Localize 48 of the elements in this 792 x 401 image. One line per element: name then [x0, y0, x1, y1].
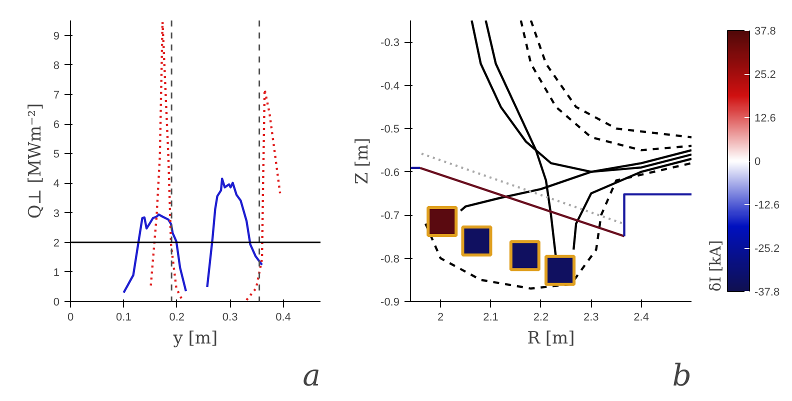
line-series: [424, 162, 692, 290]
color-bar-label: -12.6: [754, 200, 780, 212]
text: a: [302, 358, 321, 394]
x-tick-label: 2.4: [634, 312, 649, 324]
y-tick-label: -0.9: [380, 296, 400, 308]
y-tick-label: -0.4: [380, 80, 400, 92]
y-tick-label: 2: [53, 237, 60, 250]
y-tick-label: 9: [53, 30, 60, 42]
color-bar-label: -25.2: [754, 243, 780, 255]
point: [461, 225, 492, 256]
x-tick-label: 2.1: [483, 312, 498, 324]
y-tick-label: -0.3: [380, 37, 400, 50]
text: b: [672, 358, 692, 394]
point: [426, 206, 458, 238]
x-tick-label: 2.2: [533, 312, 549, 324]
y-axis-title: Q⊥ [MWm⁻²]: [25, 103, 46, 219]
y-tick-label: 0: [53, 296, 60, 308]
x-tick-label: 0.1: [116, 312, 132, 324]
line-series: [530, 20, 692, 138]
point: [509, 240, 540, 272]
x-tick-label: 2: [438, 312, 444, 324]
y-tick-label: -0.8: [380, 253, 400, 266]
x-tick-label: 0.2: [169, 312, 185, 324]
y-tick-label: 6: [53, 119, 60, 132]
y-tick-label: 4: [53, 178, 60, 190]
color-bar-label: 25.2: [754, 69, 776, 81]
x-axis-title: R [m]: [527, 328, 575, 348]
color-bar-label: 12.6: [754, 112, 776, 124]
y-tick-label: 1: [53, 266, 60, 279]
color-bar-label: -37.8: [754, 286, 780, 298]
y-tick-label: 8: [53, 60, 60, 72]
y-axis-title: Z [m]: [352, 138, 373, 184]
x-tick-label: 0.4: [276, 312, 291, 324]
y-tick-label: -0.5: [380, 124, 400, 136]
point: [544, 254, 576, 286]
y-tick-label: 7: [53, 89, 60, 102]
y-tick-label: -0.6: [380, 166, 400, 179]
x-axis-title: y [m]: [172, 328, 218, 348]
color-bar-title: δI [kA]: [706, 240, 724, 292]
x-tick-label: 0.3: [222, 312, 238, 324]
y-tick-label: 3: [53, 208, 60, 220]
x-tick-label: 2.3: [583, 312, 599, 324]
y-tick-label: 5: [53, 148, 60, 161]
line-series: [520, 20, 692, 152]
color-bar-label: 37.8: [754, 26, 776, 38]
color-bar-label: 0: [754, 156, 761, 168]
y-tick-label: -0.7: [380, 210, 400, 222]
x-tick-label: 0: [67, 312, 74, 324]
